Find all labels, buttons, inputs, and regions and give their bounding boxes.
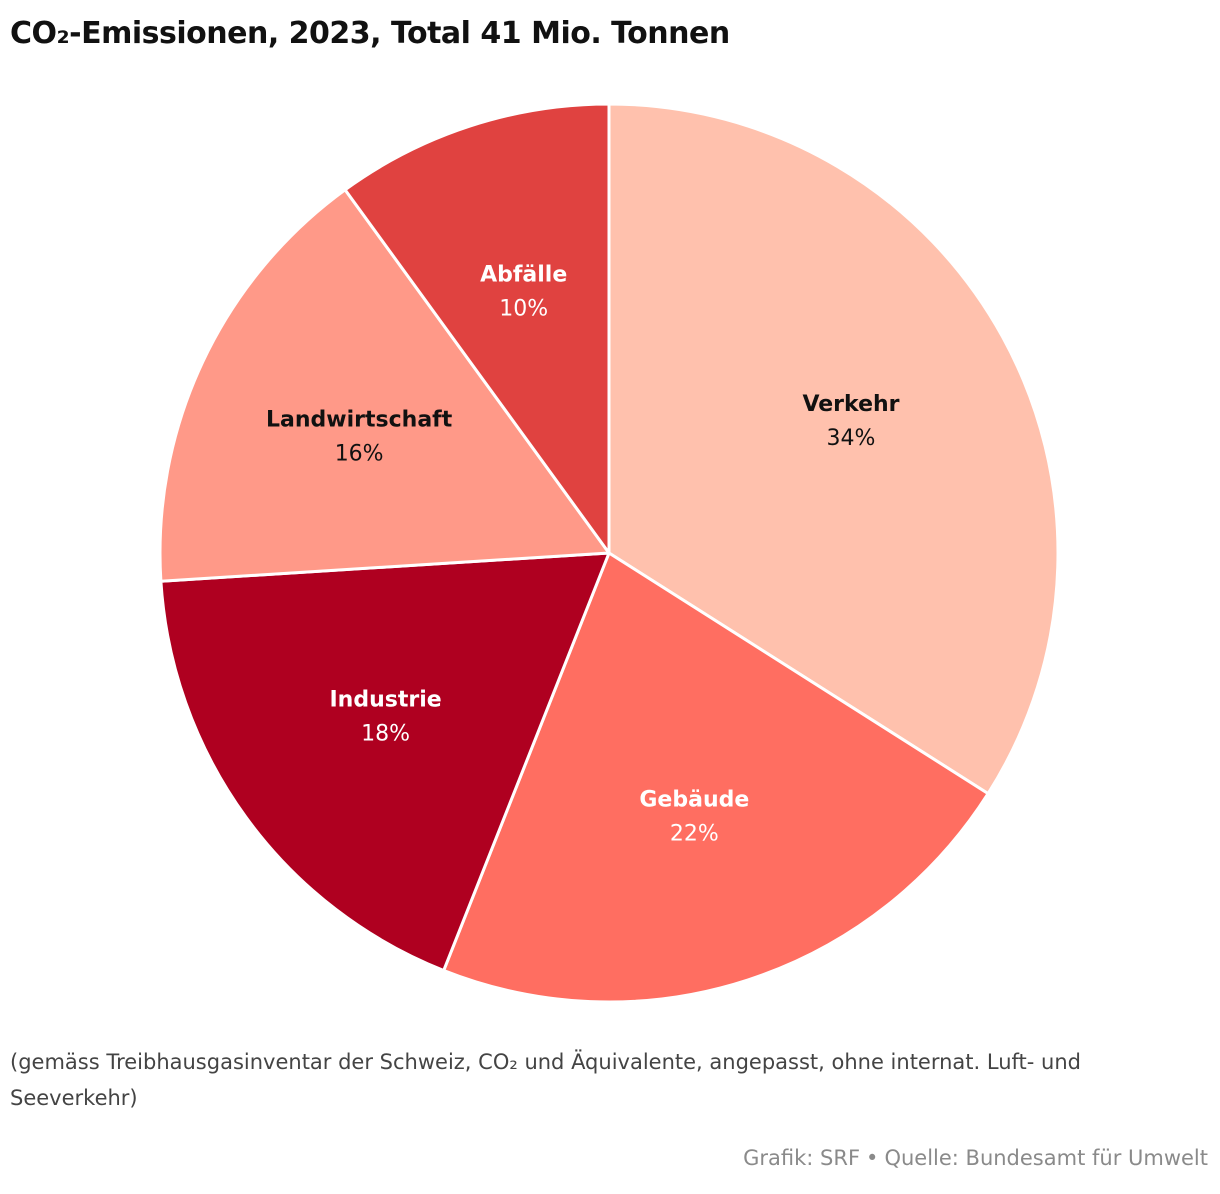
chart-credit: Grafik: SRF • Quelle: Bundesamt für Umwelt (743, 1146, 1208, 1170)
slice-label-abfalle: Abfälle (480, 262, 567, 287)
pie-slice-abfalle (343, 102, 611, 555)
slice-value-abfalle: 10% (499, 296, 548, 321)
pie-slice-industrie (159, 551, 611, 972)
slice-value-landwirtschaft: 16% (335, 441, 384, 466)
pie-slices (158, 102, 1060, 1004)
pie-chart: Verkehr 34% Gebäude 22% Industrie 18% Landwirt… (158, 102, 1060, 1004)
pie-labels: Verkehr 34% Gebäude 22% Industrie 18% Landwirt… (266, 262, 900, 846)
slice-label-landwirtschaft: Landwirtschaft (266, 407, 453, 432)
chart-footnote: (gemäss Treibhausgasinventar der Schweiz… (10, 1050, 1081, 1110)
credit-grafik: Grafik: SRF (743, 1146, 861, 1170)
pie-slice-gebaude (442, 551, 990, 1004)
slice-value-verkehr: 34% (827, 426, 876, 451)
credit-quelle: Quelle: Bundesamt für Umwelt (884, 1146, 1208, 1170)
pie-slice-verkehr (607, 102, 1060, 796)
slice-label-gebaude: Gebäude (639, 788, 749, 813)
pie-slice-landwirtschaft (158, 188, 611, 583)
chart-title: CO₂-Emissionen, 2023, Total 41 Mio. Tonn… (10, 16, 730, 51)
slice-label-industrie: Industrie (330, 687, 442, 712)
credit-separator: • (866, 1146, 879, 1170)
slice-label-verkehr: Verkehr (802, 392, 899, 417)
slice-value-gebaude: 22% (670, 822, 719, 847)
slice-value-industrie: 18% (361, 721, 410, 746)
